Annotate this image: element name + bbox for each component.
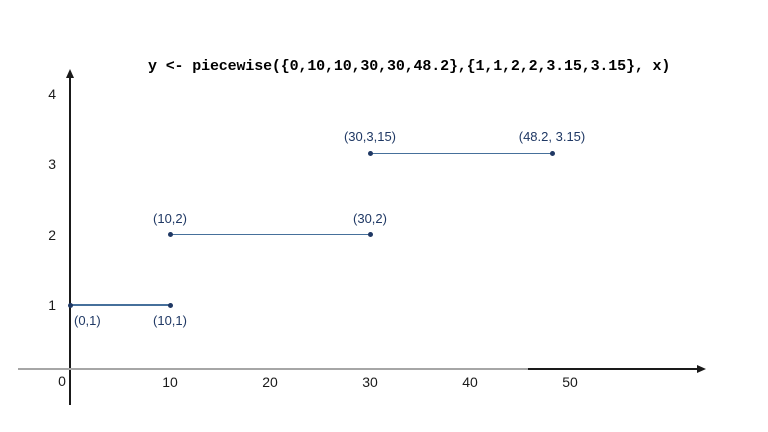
origin-label: 0 [58, 373, 66, 389]
y-tick-label: 1 [48, 297, 56, 313]
y-axis [69, 75, 71, 405]
point-label: (10,1) [153, 313, 187, 328]
point-label: (0,1) [74, 313, 101, 328]
x-tick-label: 20 [262, 374, 278, 390]
plot-segment [70, 304, 170, 306]
data-point [367, 150, 373, 156]
point-label: (10,2) [153, 210, 187, 226]
x-axis [528, 368, 697, 370]
data-point [549, 150, 555, 156]
y-tick-label: 2 [48, 226, 56, 243]
x-tick-label: 40 [462, 374, 478, 390]
data-point [167, 302, 173, 308]
point-label: (30,3,15) [343, 129, 397, 145]
data-point [67, 302, 73, 308]
plot-title: y <- piecewise({0,10,10,30,30,48.2},{1,1… [148, 58, 671, 75]
x-axis-arrowhead-icon [697, 364, 706, 373]
plot-segment [170, 233, 370, 236]
plot-segment [370, 152, 552, 155]
x-tick-label: 10 [162, 374, 178, 390]
point-label: (48.2, 3.15) [518, 129, 586, 145]
y-tick-label: 3 [48, 156, 56, 172]
x-axis-muted-segment [18, 368, 528, 370]
y-axis-arrowhead-icon [65, 69, 74, 78]
y-tick-label: 4 [48, 85, 56, 102]
point-label: (30,2) [353, 210, 387, 226]
x-tick-label: 30 [362, 374, 378, 390]
data-point [167, 232, 173, 237]
x-tick-label: 50 [562, 374, 578, 390]
data-point [367, 232, 373, 237]
